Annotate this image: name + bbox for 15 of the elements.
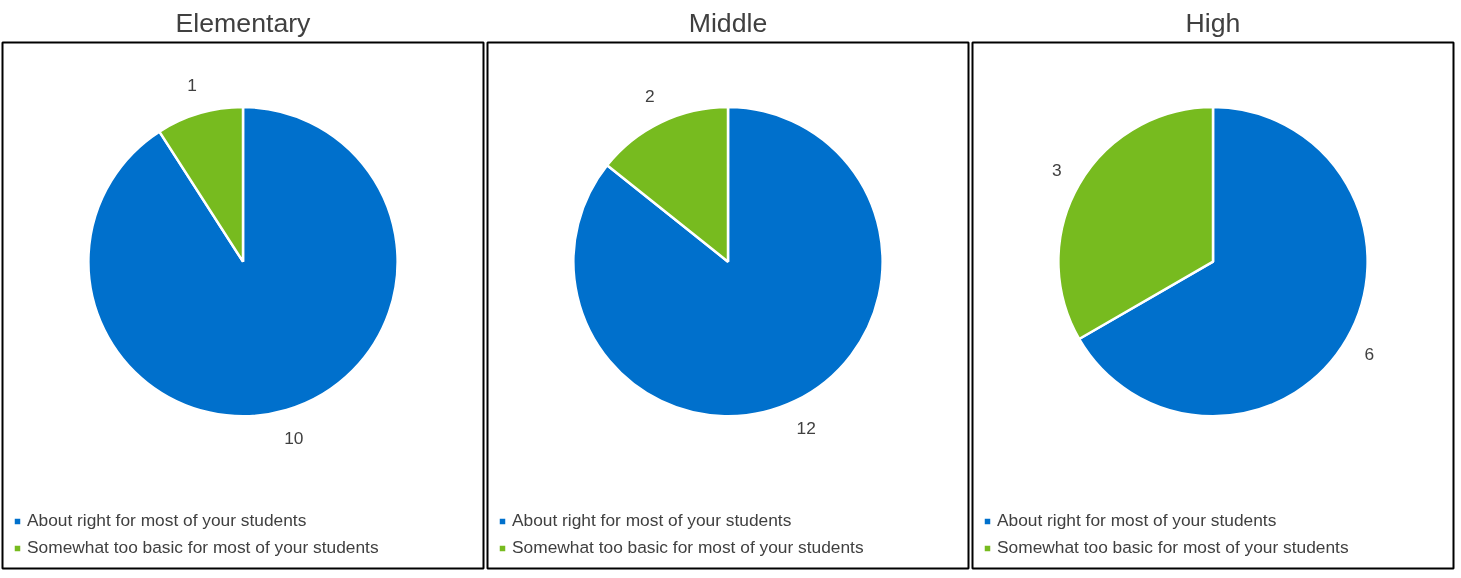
legend-label: Somewhat too basic for most of your students [997,537,1349,558]
data-label: 1 [187,75,197,96]
legend-label: About right for most of your students [27,510,307,531]
data-label: 2 [644,85,655,106]
data-label: 10 [284,428,304,449]
legend-label: Somewhat too basic for most of your students [27,537,379,558]
legend-label: About right for most of your students [512,510,792,531]
legend-label: About right for most of your students [997,510,1277,531]
data-label: 3 [1051,159,1062,180]
data-label: 6 [1364,343,1375,364]
chart-title: Middle [688,7,768,38]
legend-label: Somewhat too basic for most of your students [512,537,864,558]
chart-title: High [1185,7,1241,38]
chart-title: Elementary [175,7,312,38]
data-label: 12 [796,417,816,438]
